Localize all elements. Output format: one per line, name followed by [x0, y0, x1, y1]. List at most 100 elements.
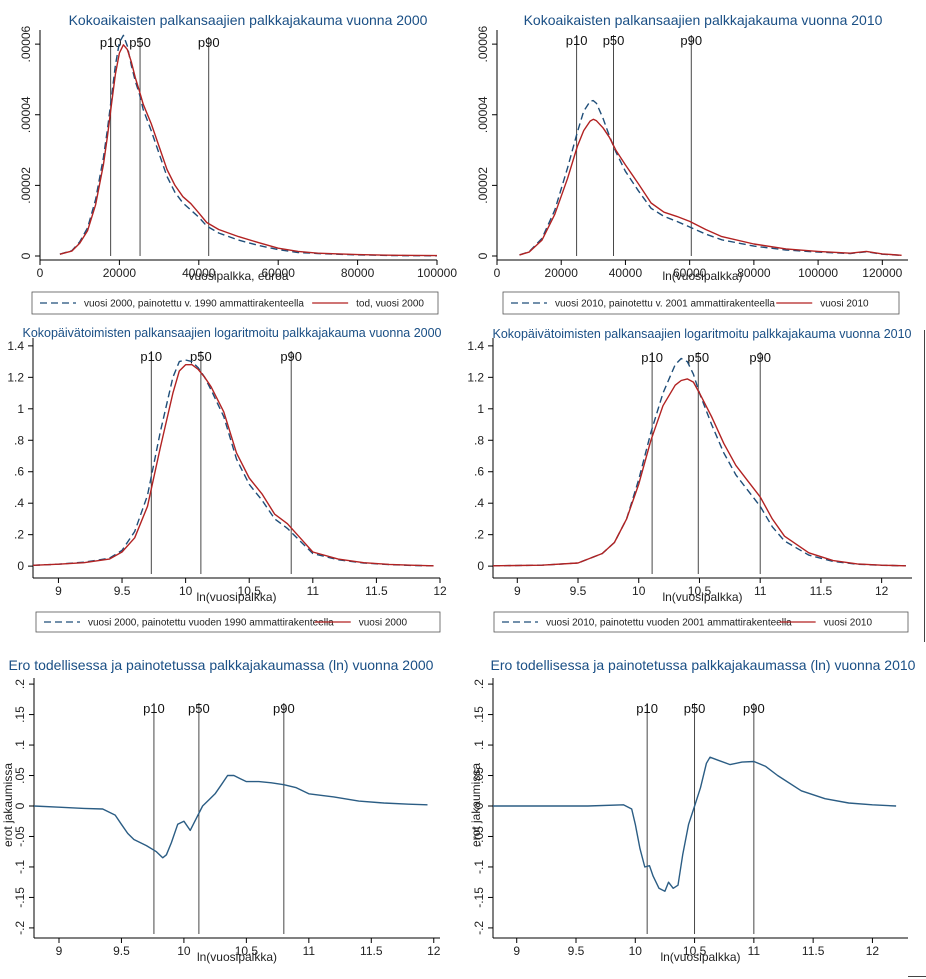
x-tick-label: 40000	[609, 266, 643, 280]
legend-label: vuosi 2000	[359, 618, 408, 629]
legend-label: vuosi 2010	[820, 299, 869, 310]
percentile-label-p90: p90	[743, 701, 765, 716]
y-tick-label: -.2	[472, 921, 486, 935]
percentile-label-p50: p50	[188, 701, 210, 716]
x-axis-label: ln(vuosipalkka)	[196, 590, 276, 604]
y-tick-label: .15	[472, 706, 486, 723]
y-tick-label: 1.2	[7, 370, 24, 384]
x-tick-label: 10	[629, 944, 643, 958]
percentile-label-p90: p90	[198, 35, 220, 50]
y-tick-label: 0	[476, 252, 490, 259]
legend-box	[35, 611, 441, 633]
y-tick-label: -.05	[472, 826, 486, 847]
x-tick-label: 10.5	[235, 944, 259, 958]
x-tick-label: 11.5	[360, 944, 383, 958]
percentile-label-p90: p90	[280, 349, 302, 364]
x-tick-label: 10	[179, 584, 193, 598]
x-tick-label: 60000	[262, 266, 296, 280]
chart-panel-p6: Ero todellisessa ja painotetussa palkkaj…	[463, 650, 926, 979]
legend: vuosi 2010, painotettu vuoden 2001 ammat…	[493, 611, 909, 633]
x-tick-label: 100000	[798, 266, 838, 280]
percentile-label-p90: p90	[749, 350, 771, 365]
x-tick-label: 80000	[341, 266, 375, 280]
legend: vuosi 2010, painotettu v. 2001 ammattira…	[502, 291, 900, 315]
percentile-label-p90: p90	[273, 701, 295, 716]
legend-box	[493, 611, 909, 633]
y-tick-label: .6	[14, 465, 24, 479]
x-tick-label: 0	[37, 266, 44, 280]
x-tick-label: 9	[513, 944, 520, 958]
y-tick-label: -.2	[13, 921, 27, 935]
series-line-actual	[493, 756, 897, 893]
percentile-label-p10: p10	[641, 350, 663, 365]
x-axis-label: ln(vuosipalkka)	[662, 590, 742, 604]
chart-svg-p4: Kokopäivätoimisten palkansaajien logarit…	[467, 327, 912, 633]
series-line-weighted	[492, 357, 906, 567]
percentile-label-p50: p50	[129, 35, 151, 50]
x-tick-label: 12	[433, 584, 447, 598]
panel-separator-bottom	[908, 976, 926, 977]
x-tick-label: 11	[303, 944, 316, 958]
x-axis-label: ln(vuosipalkka)	[662, 269, 742, 283]
y-tick-label: .2	[13, 679, 27, 689]
x-tick-label: 9.5	[568, 944, 585, 958]
x-tick-label: 11.5	[810, 584, 833, 598]
chart-panel-p2: Kokoaikaisten palkansaajien palkkajakaum…	[463, 0, 926, 318]
x-tick-label: 12	[866, 944, 880, 958]
x-tick-label: 40000	[182, 266, 216, 280]
y-tick-label: -.15	[13, 887, 27, 908]
chart-svg-p3: Kokopäivätoimisten palkansaajien logarit…	[7, 326, 447, 633]
percentile-label-p90: p90	[680, 33, 702, 48]
x-tick-label: 10	[632, 584, 646, 598]
legend-box	[502, 291, 900, 315]
legend-label: tod, vuosi 2000	[356, 299, 424, 310]
y-tick-label: 0	[17, 559, 24, 573]
y-tick-label: .8	[14, 433, 24, 447]
chart-svg-p1: Kokoaikaisten palkansaajien palkkajakaum…	[19, 12, 457, 315]
chart-title: Kokopäivätoimisten palkansaajien logarit…	[22, 326, 441, 340]
y-tick-label: .00004	[19, 96, 33, 133]
series-line-actual	[59, 44, 438, 257]
chart-title: Kokoaikaisten palkansaajien palkkajakaum…	[524, 12, 883, 28]
legend: vuosi 2000, painotettu v. 1990 ammattira…	[31, 291, 439, 315]
chart-title: Ero todellisessa ja painotetussa palkkaj…	[9, 657, 434, 673]
x-tick-label: 11.5	[802, 944, 825, 958]
x-axis-label: ln(vuosipalkka)	[197, 950, 277, 964]
x-tick-label: 10.5	[238, 584, 262, 598]
percentile-label-p10: p10	[636, 701, 658, 716]
x-tick-label: 120000	[862, 266, 902, 280]
series-line-actual	[32, 364, 434, 567]
y-tick-label: .4	[14, 496, 24, 510]
y-tick-label: 1.4	[7, 339, 24, 353]
chart-title: Ero todellisessa ja painotetussa palkkaj…	[491, 657, 916, 673]
y-tick-label: 0	[472, 802, 486, 809]
chart-title: Kokoaikaisten palkansaajien palkkajakaum…	[69, 12, 428, 28]
legend-label: vuosi 2000, painotettu v. 1990 ammattira…	[84, 299, 304, 310]
percentile-label-p50: p50	[687, 350, 709, 365]
y-tick-label: .1	[13, 740, 27, 750]
y-tick-label: .2	[14, 528, 24, 542]
y-tick-label: -.1	[13, 860, 27, 874]
chart-panel-p3: Kokopäivätoimisten palkansaajien logarit…	[0, 318, 463, 638]
x-tick-label: 11	[307, 584, 320, 598]
series-line-weighted	[519, 99, 902, 256]
y-axis-label: erot jakaumissa	[1, 763, 15, 847]
x-tick-label: 20000	[545, 266, 579, 280]
series-line-actual	[519, 118, 902, 256]
percentile-label-p10: p10	[140, 349, 162, 364]
x-tick-label: 10.5	[683, 944, 707, 958]
y-tick-label: -.1	[472, 860, 486, 874]
y-tick-label: .1	[472, 740, 486, 750]
y-tick-label: .00004	[476, 96, 490, 133]
chart-panel-p4: Kokopäivätoimisten palkansaajien logarit…	[463, 318, 926, 638]
y-axis-label: erot jakaumissa	[469, 763, 483, 847]
legend: vuosi 2000, painotettu vuoden 1990 ammat…	[35, 611, 441, 633]
y-tick-label: .00006	[19, 25, 33, 62]
y-tick-label: .00002	[476, 167, 490, 204]
x-tick-label: 9	[55, 584, 62, 598]
y-tick-label: .8	[474, 433, 484, 447]
y-tick-label: 1	[477, 402, 484, 416]
x-axis-label: ln(vuosipalkka)	[660, 950, 740, 964]
legend-label: vuosi 2010, painotettu vuoden 2001 ammat…	[546, 618, 792, 629]
y-tick-label: .05	[13, 767, 27, 784]
